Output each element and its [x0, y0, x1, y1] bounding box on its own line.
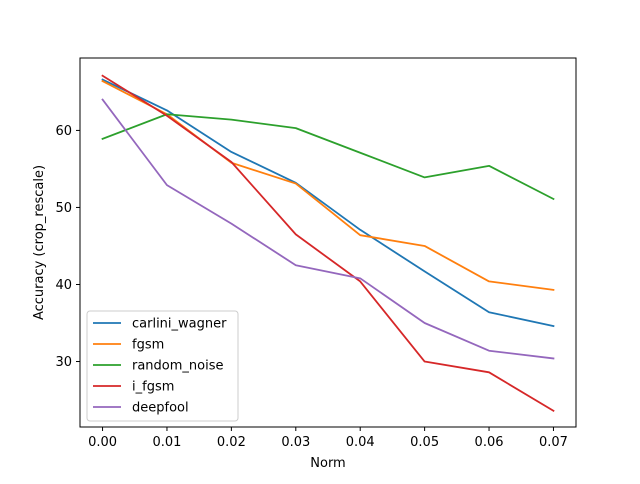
- x-tick-label: 0.05: [410, 435, 439, 450]
- y-axis: 30 40 50 60: [55, 124, 80, 370]
- series-line-random-noise: [101, 113, 555, 201]
- legend-label: carlini_wagner: [132, 317, 227, 332]
- x-tick-label: 0.01: [152, 435, 181, 450]
- series-line-deepfool: [101, 98, 555, 360]
- y-axis-label: Accuracy (crop_rescale): [32, 165, 47, 320]
- y-tick-label: 40: [55, 278, 72, 293]
- x-tick-label: 0.02: [217, 435, 246, 450]
- x-tick-label: 0.03: [281, 435, 310, 450]
- series-line-i-fgsm: [101, 74, 555, 413]
- legend-box: [86, 310, 239, 422]
- plot-frame: [79, 57, 577, 428]
- x-tick-label: 0.00: [88, 435, 117, 450]
- y-tick-label: 30: [55, 355, 72, 370]
- x-axis: 0.00 0.01 0.02 0.03 0.04 0.05 0.06 0.07: [88, 427, 568, 450]
- series-line-carlini-wagner: [101, 78, 555, 328]
- x-tick-label: 0.07: [539, 435, 568, 450]
- legend-label: random_noise: [132, 359, 224, 374]
- legend-label: fgsm: [132, 338, 164, 353]
- x-axis-label: Norm: [310, 456, 345, 471]
- x-tick-label: 0.04: [346, 435, 375, 450]
- x-tick-label: 0.06: [475, 435, 504, 450]
- series-layer: [101, 74, 555, 413]
- legend-label: i_fgsm: [132, 380, 174, 395]
- y-tick-label: 50: [55, 201, 72, 216]
- y-tick-label: 60: [55, 124, 72, 139]
- legend-label: deepfool: [132, 401, 189, 416]
- series-line-fgsm: [101, 79, 555, 291]
